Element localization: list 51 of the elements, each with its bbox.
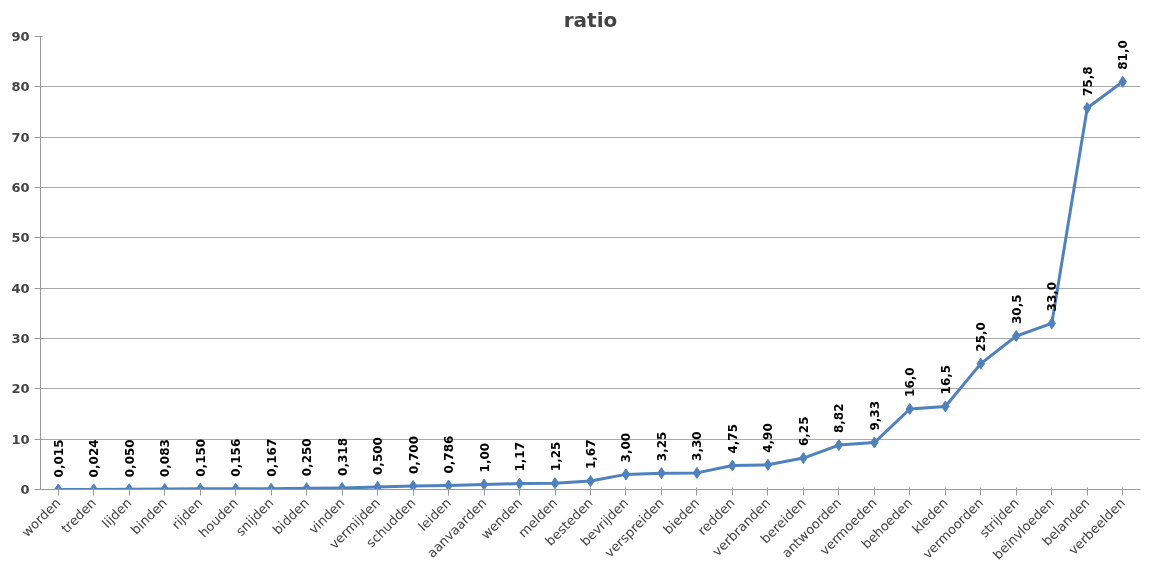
data-label: 8,82 [832, 403, 847, 434]
data-label: 3,00 [619, 432, 634, 463]
data-label: 3,30 [690, 431, 705, 461]
data-label: 0,250 [300, 438, 315, 477]
data-label: 0,318 [335, 437, 350, 476]
data-label: 1,17 [513, 442, 528, 472]
data-label: 0,167 [264, 438, 279, 477]
data-label: 4,75 [725, 423, 740, 454]
data-label: 0,700 [406, 436, 421, 474]
data-label: 1,67 [584, 439, 598, 470]
y-tick-label: 30 [11, 331, 30, 346]
data-label: 1,00 [477, 442, 492, 473]
data-label: 30,5 [1009, 294, 1024, 324]
data-label: 3,25 [654, 431, 669, 462]
data-label: 1,25 [548, 441, 563, 472]
data-label: 6,25 [796, 416, 811, 447]
y-tick-label: 50 [11, 230, 30, 246]
data-label: 0,786 [442, 435, 457, 474]
data-label: 16,0 [903, 367, 918, 397]
point [692, 466, 702, 479]
point [550, 477, 560, 490]
data-label: 9,33 [867, 400, 882, 431]
data-label: 16,5 [938, 364, 953, 395]
data-label: 33,0 [1045, 281, 1060, 312]
data-label: 0,050 [122, 439, 137, 478]
point [621, 468, 631, 481]
data-label: 0,150 [193, 438, 208, 477]
y-tick-label: 10 [11, 431, 30, 447]
data-label: 0,024 [87, 439, 102, 478]
point [408, 479, 418, 490]
y-tick-label: 40 [11, 280, 30, 296]
y-tick-label: 0 [20, 482, 30, 497]
point [373, 480, 382, 490]
y-tick-label: 70 [11, 129, 30, 145]
y-tick-label: 20 [11, 381, 30, 397]
data-label: 0,500 [371, 437, 386, 475]
point [479, 478, 489, 490]
y-tick-label: 60 [11, 180, 30, 195]
data-label: 81,0 [1116, 40, 1131, 70]
point [444, 479, 453, 490]
point [763, 458, 773, 471]
y-tick-label: 90 [11, 29, 30, 44]
data-label: 25,0 [974, 322, 989, 352]
data-label: 75,8 [1080, 66, 1095, 96]
data-label: 0,156 [229, 438, 244, 477]
y-tick-label: 80 [11, 79, 30, 95]
chart-title: ratio [563, 7, 618, 32]
data-label: 0,083 [158, 439, 173, 478]
data-label: 0,015 [51, 439, 66, 478]
data-label: 4,90 [761, 423, 776, 453]
point [834, 439, 844, 452]
